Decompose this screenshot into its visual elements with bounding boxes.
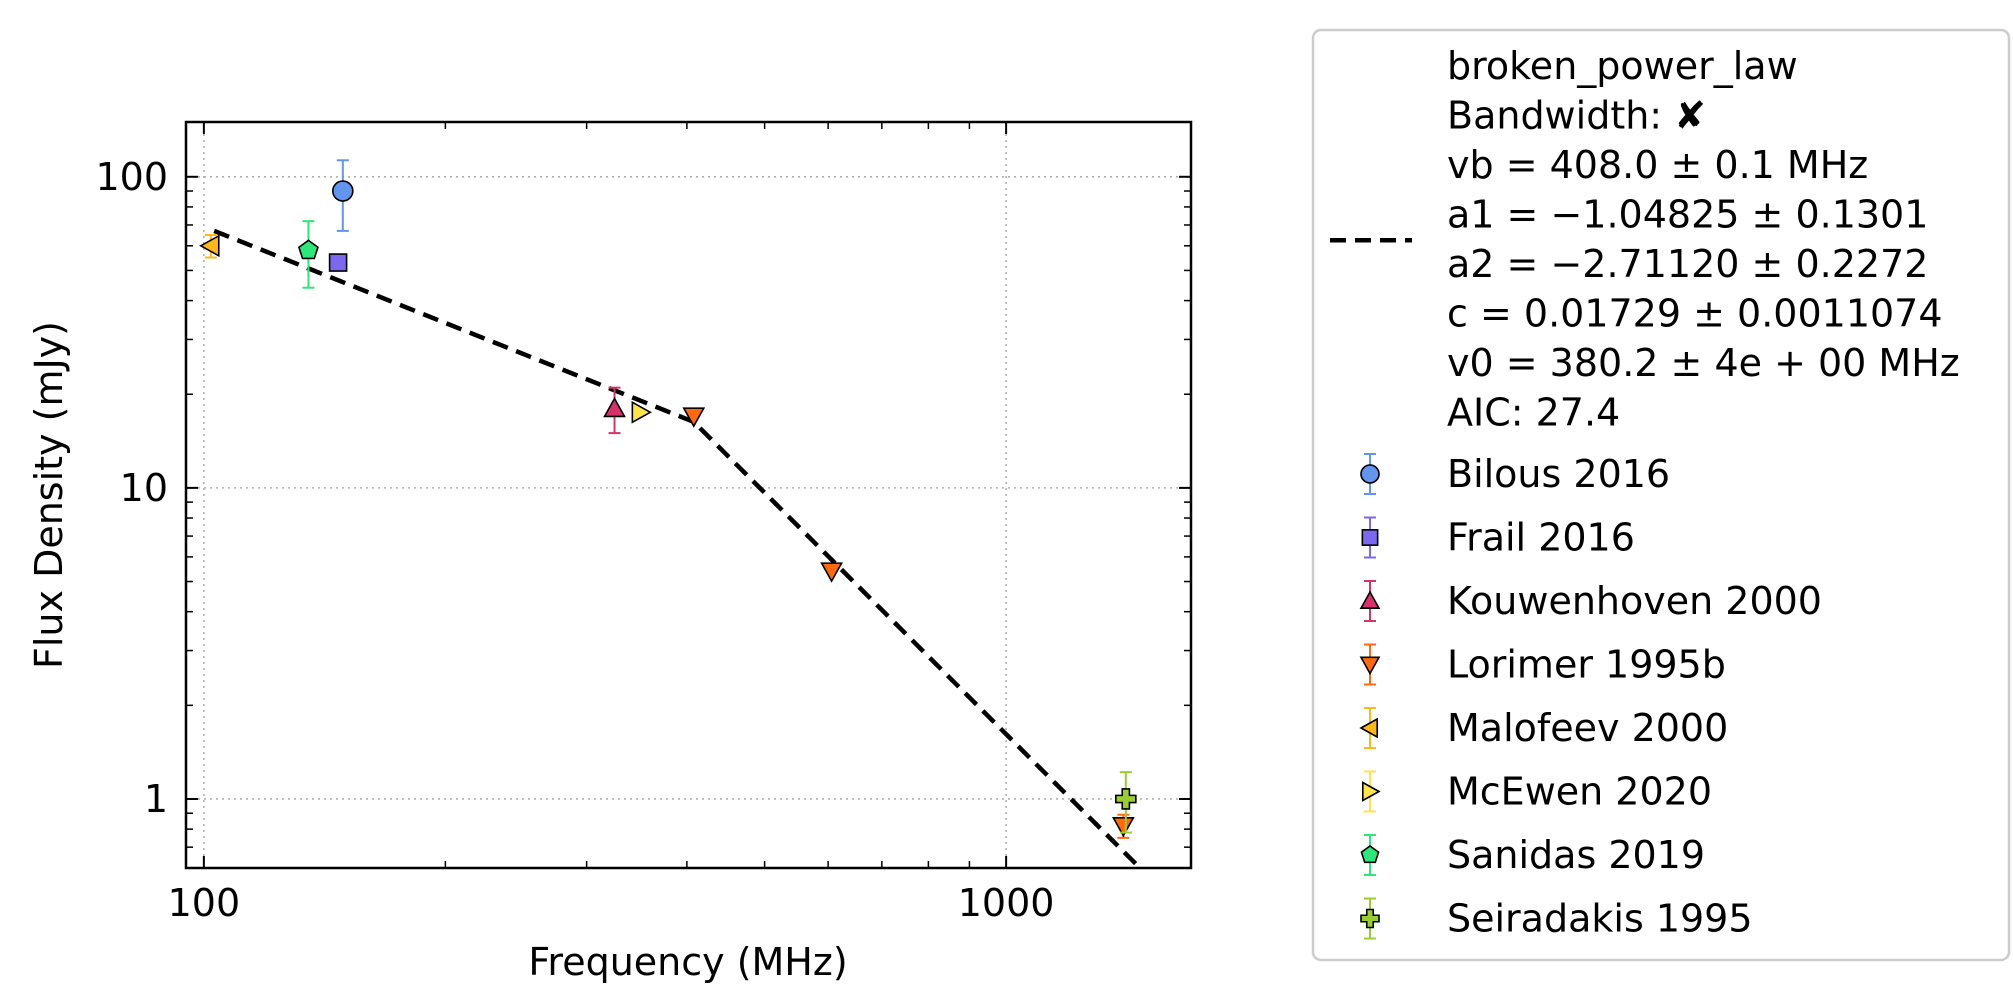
marker-plus xyxy=(1360,908,1380,929)
plot-frame xyxy=(184,120,1193,870)
marker-plus xyxy=(1115,788,1137,810)
legend-series-label: Kouwenhoven 2000 xyxy=(1447,579,1822,623)
legend-series-label: Sanidas 2019 xyxy=(1447,833,1705,877)
legend-fit-line: v0 = 380.2 ± 4e + 00 MHz xyxy=(1447,341,1960,385)
legend-fit-line: AIC: 27.4 xyxy=(1447,391,1620,435)
marker-triangle-left xyxy=(199,234,220,258)
marker-square xyxy=(328,253,348,272)
legend-series-label: Lorimer 1995b xyxy=(1447,643,1726,687)
marker-triangle-down xyxy=(1111,816,1135,838)
marker-square xyxy=(1361,529,1379,546)
marker-triangle-left xyxy=(1359,717,1378,739)
marker-pentagon xyxy=(1360,845,1380,864)
marker-triangle-up xyxy=(1359,590,1381,610)
grid xyxy=(186,122,1191,868)
fit-line-layer xyxy=(213,228,1138,866)
legend-fit-entry: broken_power_law Bandwidth: ✘ vb = 408.0 ±… xyxy=(1330,44,1960,435)
legend-series-label: Malofeev 2000 xyxy=(1447,706,1728,750)
marker-circle xyxy=(332,180,354,202)
x-axis-label: Frequency (MHz) xyxy=(528,940,847,984)
tick-labels: 100 1000 1 10 100 xyxy=(95,155,1054,925)
legend-series-label: Seiradakis 1995 xyxy=(1447,897,1753,941)
legend-fit-line: broken_power_law xyxy=(1447,44,1798,88)
legend-series-label: McEwen 2020 xyxy=(1447,770,1712,814)
legend-fit-line: Bandwidth: ✘ xyxy=(1447,94,1706,138)
marker-triangle-up xyxy=(603,396,626,418)
legend-series-label: Bilous 2016 xyxy=(1447,452,1670,496)
legend-series-entries: Bilous 2016 Frail 2016 Kouwenhoven 2000 Lor… xyxy=(1359,452,1822,941)
marker-triangle-down xyxy=(820,562,843,583)
legend-series-label: Frail 2016 xyxy=(1447,516,1635,560)
fit-line xyxy=(213,228,1138,866)
marker-triangle-down xyxy=(682,407,706,428)
y-tick-label: 10 xyxy=(120,466,168,510)
legend-frame xyxy=(1311,28,2011,962)
x-tick-label: 100 xyxy=(168,881,241,925)
legend-fit-line: vb = 408.0 ± 0.1 MHz xyxy=(1447,143,1868,187)
legend-fit-line: a2 = −2.71120 ± 0.2272 xyxy=(1447,242,1928,286)
legend: broken_power_law Bandwidth: ✘ vb = 408.0 ±… xyxy=(1311,28,2011,962)
legend-fit-line: c = 0.01729 ± 0.0011074 xyxy=(1447,292,1943,336)
marker-circle xyxy=(1360,464,1380,484)
marker-triangle-down xyxy=(1359,656,1381,676)
y-axis-label: Flux Density (mJy) xyxy=(27,321,71,669)
axis-ticks xyxy=(186,122,1191,869)
marker-triangle-right xyxy=(631,400,652,424)
marker-pentagon xyxy=(297,239,319,260)
y-tick-label: 100 xyxy=(95,155,168,199)
x-tick-label: 1000 xyxy=(958,881,1055,925)
y-tick-label: 1 xyxy=(144,777,168,821)
legend-fit-line: a1 = −1.04825 ± 0.1301 xyxy=(1447,193,1928,237)
data-points xyxy=(199,159,1137,839)
marker-triangle-right xyxy=(1362,781,1381,802)
